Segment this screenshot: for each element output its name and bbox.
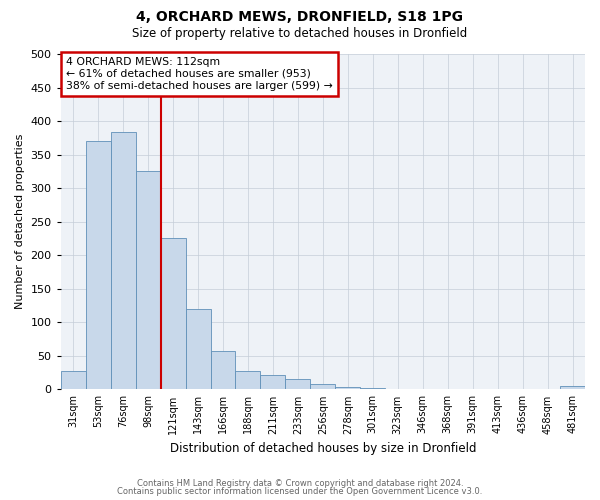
Bar [310, 384, 335, 390]
Bar [235, 370, 260, 390]
Bar [260, 374, 286, 390]
Text: Contains public sector information licensed under the Open Government Licence v3: Contains public sector information licen… [118, 487, 482, 496]
Y-axis label: Number of detached properties: Number of detached properties [15, 134, 25, 310]
Bar [61, 370, 86, 390]
Bar [335, 388, 361, 390]
Bar [161, 238, 185, 390]
Text: Contains HM Land Registry data © Crown copyright and database right 2024.: Contains HM Land Registry data © Crown c… [137, 478, 463, 488]
X-axis label: Distribution of detached houses by size in Dronfield: Distribution of detached houses by size … [170, 442, 476, 455]
Bar [110, 132, 136, 390]
Bar [136, 172, 161, 390]
Text: 4 ORCHARD MEWS: 112sqm
← 61% of detached houses are smaller (953)
38% of semi-de: 4 ORCHARD MEWS: 112sqm ← 61% of detached… [66, 58, 333, 90]
Bar [560, 386, 585, 390]
Bar [185, 309, 211, 390]
Text: 4, ORCHARD MEWS, DRONFIELD, S18 1PG: 4, ORCHARD MEWS, DRONFIELD, S18 1PG [137, 10, 464, 24]
Bar [86, 141, 110, 390]
Bar [211, 350, 235, 390]
Bar [361, 388, 385, 390]
Bar [286, 378, 310, 390]
Text: Size of property relative to detached houses in Dronfield: Size of property relative to detached ho… [133, 28, 467, 40]
